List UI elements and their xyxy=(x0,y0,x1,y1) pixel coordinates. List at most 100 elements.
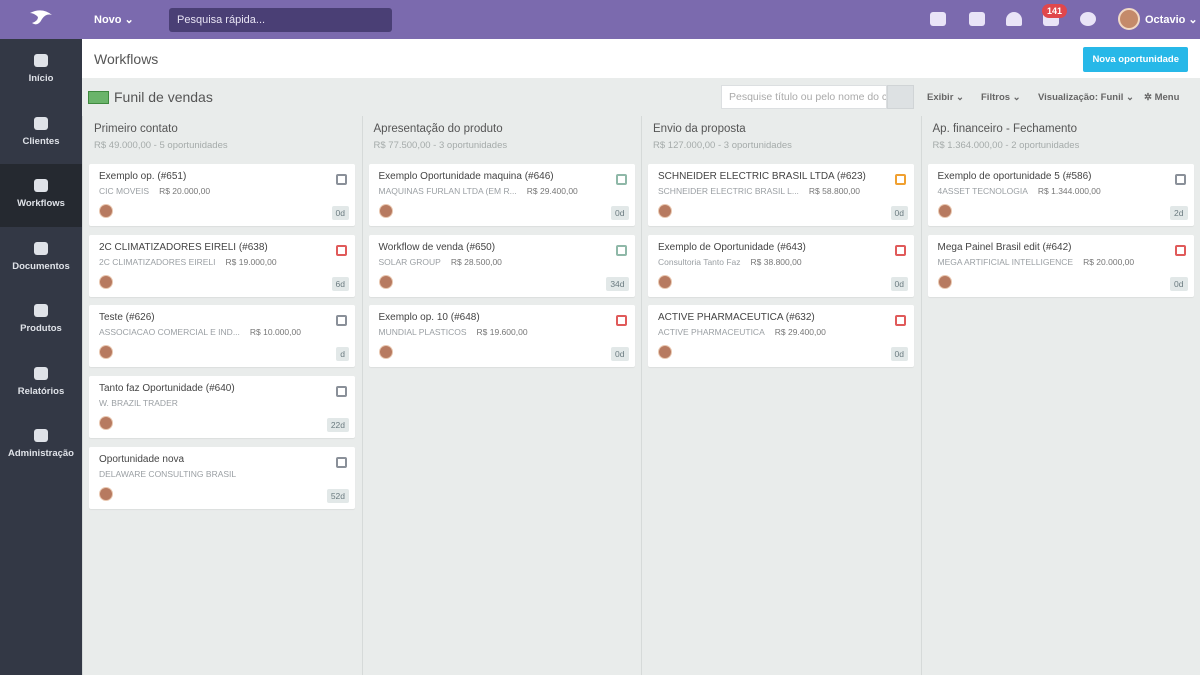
user-avatar[interactable] xyxy=(1118,8,1140,30)
nav-item[interactable]: Produtos xyxy=(0,289,82,352)
card-age: 22d xyxy=(326,418,349,433)
page-header: Workflows Nova oportunidade xyxy=(82,39,1200,78)
opportunity-card[interactable]: ACTIVE PHARMACEUTICA (#632) ACTIVE PHARMA… xyxy=(648,305,914,368)
user-menu[interactable]: Octavio ⌄ xyxy=(1145,14,1198,26)
nav-item[interactable]: Workflows xyxy=(0,164,82,227)
card-age: 52d xyxy=(326,488,349,503)
nav-label: Produtos xyxy=(20,323,62,334)
nav-icon xyxy=(34,179,48,192)
card-title: Mega Painel Brasil edit (#642) xyxy=(937,241,1072,253)
mail-icon[interactable] xyxy=(969,12,985,26)
badge: 141 xyxy=(1042,4,1068,18)
nav-label: Clientes xyxy=(22,135,60,147)
card-age: 6d xyxy=(331,276,349,291)
opportunity-card[interactable]: Exemplo op. (#651) CIC MOVEIS R$ 20.000,00… xyxy=(89,164,355,226)
opportunity-card[interactable]: Oportunidade nova DELAWARE CONSULTING BRA… xyxy=(89,446,355,509)
card-icon[interactable] xyxy=(895,315,906,327)
visualization-menu[interactable]: Visualização: Funil ⌄ xyxy=(1038,92,1134,103)
nav-icon xyxy=(34,304,48,317)
card-value: R$ 1.344.000,00 xyxy=(1037,186,1101,196)
card-icon[interactable] xyxy=(336,315,347,327)
chat-icon[interactable] xyxy=(930,12,946,26)
card-title: Exemplo de Oportunidade (#643) xyxy=(658,241,806,253)
card-company-line: 4ASSET TECNOLOGIA R$ 1.344.000,00 xyxy=(938,186,1101,196)
help-icon[interactable] xyxy=(1080,12,1096,26)
card-icon[interactable] xyxy=(336,244,347,256)
opportunity-card[interactable]: Exemplo de oportunidade 5 (#586) 4ASSET T… xyxy=(927,164,1194,226)
card-company: CIC MOVEIS xyxy=(99,186,150,196)
card-value: R$ 58.800,00 xyxy=(808,186,860,196)
card-icon[interactable] xyxy=(615,174,627,185)
card-title: ACTIVE PHARMACEUTICA (#632) xyxy=(658,312,815,324)
card-title: Exemplo op. (#651) xyxy=(99,171,187,182)
card-avatar xyxy=(99,486,113,501)
view-menu[interactable]: Exibir ⌄ xyxy=(927,92,965,103)
card-value: R$ 10.000,00 xyxy=(249,327,301,338)
nav-item[interactable]: Documentos xyxy=(0,227,82,290)
card-value: R$ 28.500,00 xyxy=(450,256,502,267)
card-icon[interactable] xyxy=(615,315,627,327)
opportunity-card[interactable]: Mega Painel Brasil edit (#642) MEGA ARTIF… xyxy=(927,234,1194,297)
card-avatar xyxy=(99,204,113,218)
opportunity-card[interactable]: Exemplo op. 10 (#648) MUNDIAL PLASTICOS R$… xyxy=(368,305,635,368)
nav-item[interactable]: Administração xyxy=(0,414,82,477)
opportunity-card[interactable]: Tanto faz Oportunidade (#640) W. BRAZIL T… xyxy=(89,376,355,439)
card-value: R$ 19.600,00 xyxy=(476,327,528,338)
nav-icon xyxy=(34,429,48,442)
options-menu[interactable]: ✲ Menu xyxy=(1144,92,1180,103)
card-company-line: SOLAR GROUP R$ 28.500,00 xyxy=(379,257,502,267)
opportunity-card[interactable]: 2C CLIMATIZADORES EIRELI (#638) 2C CLIMAT… xyxy=(89,234,355,297)
page-title: Workflows xyxy=(94,51,159,67)
card-value: R$ 38.800,00 xyxy=(750,256,802,267)
nav-item[interactable]: Relatórios xyxy=(0,352,82,415)
opportunity-card[interactable]: SCHNEIDER ELECTRIC BRASIL LTDA (#623) SCH… xyxy=(648,164,914,226)
nav-item[interactable]: Início xyxy=(0,39,82,102)
card-icon[interactable] xyxy=(1174,174,1186,185)
nav-item[interactable]: Clientes xyxy=(0,102,82,165)
card-company: 4ASSET TECNOLOGIA xyxy=(937,186,1028,196)
filter-menu[interactable]: Filtros ⌄ xyxy=(981,92,1021,103)
column: Apresentação do produto R$ 77.500,00 - 3 … xyxy=(361,116,642,675)
card-company-line: MAQUINAS FURLAN LTDA (EM R... R$ 29.400,0… xyxy=(379,186,578,196)
board-search[interactable]: Pesquise título ou pelo nome do c xyxy=(721,85,887,109)
logo[interactable] xyxy=(28,9,54,29)
card-age: 0d xyxy=(890,276,908,291)
card-company: MUNDIAL PLASTICOS xyxy=(378,327,467,338)
new-opportunity-button[interactable]: Nova oportunidade xyxy=(1083,47,1188,72)
opportunity-card[interactable]: Workflow de venda (#650) SOLAR GROUP R$ 28… xyxy=(368,234,635,297)
card-company-line: W. BRAZIL TRADER xyxy=(99,398,178,408)
nav-icon xyxy=(34,54,48,67)
card-icon[interactable] xyxy=(895,174,906,185)
card-avatar xyxy=(99,274,113,289)
nav-icon xyxy=(34,116,48,130)
card-icon[interactable] xyxy=(1174,244,1186,256)
search-button[interactable] xyxy=(887,85,914,109)
card-company-line: SCHNEIDER ELECTRIC BRASIL L... R$ 58.800,… xyxy=(658,186,860,196)
new-menu[interactable]: Novo ⌄ xyxy=(94,14,134,26)
card-avatar xyxy=(937,204,952,218)
funnel-title[interactable]: Funil de vendas xyxy=(88,89,213,105)
card-title: Oportunidade nova xyxy=(99,453,185,465)
opportunity-card[interactable]: Teste (#626) ASSOCIACAO COMERCIAL E IND..… xyxy=(89,305,355,368)
card-icon[interactable] xyxy=(895,244,906,256)
card-avatar xyxy=(378,274,393,289)
column-summary: R$ 1.364.000,00 - 2 oportunidades xyxy=(932,140,1080,151)
bell-icon[interactable] xyxy=(1006,12,1022,26)
card-age: 2d xyxy=(1170,206,1188,220)
card-icon[interactable] xyxy=(336,456,347,468)
card-icon[interactable] xyxy=(615,244,627,256)
card-icon[interactable] xyxy=(336,386,347,398)
card-company: 2C CLIMATIZADORES EIRELI xyxy=(99,256,216,267)
quick-search[interactable]: Pesquisa rápida... xyxy=(169,8,392,32)
card-company-line: MUNDIAL PLASTICOS R$ 19.600,00 xyxy=(379,327,528,337)
column: Envio da proposta R$ 127.000,00 - 3 oport… xyxy=(641,116,921,675)
column-title: Ap. financeiro - Fechamento xyxy=(932,123,1077,135)
card-company: MAQUINAS FURLAN LTDA (EM R... xyxy=(378,186,517,196)
card-company: ACTIVE PHARMACEUTICA xyxy=(658,327,765,338)
column-summary: R$ 127.000,00 - 3 oportunidades xyxy=(653,140,792,151)
card-company-line: MEGA ARTIFICIAL INTELLIGENCE R$ 20.000,00 xyxy=(938,257,1135,267)
card-avatar xyxy=(99,416,113,431)
card-icon[interactable] xyxy=(336,174,347,185)
opportunity-card[interactable]: Exemplo Oportunidade maquina (#646) MAQUI… xyxy=(368,164,635,226)
opportunity-card[interactable]: Exemplo de Oportunidade (#643) Consultori… xyxy=(648,234,914,297)
